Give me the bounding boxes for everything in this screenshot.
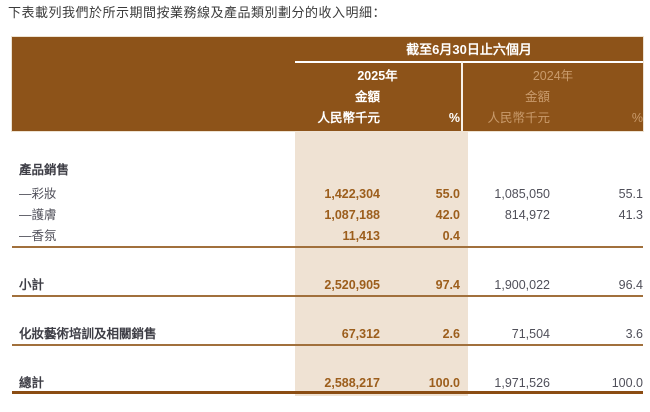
table-header-band: 截至6月30日止六個月 2025年 2024年 金額 金額 人民幣千元 % 人民… xyxy=(12,37,643,131)
col-pct-2024: % xyxy=(631,111,643,125)
amount-2025: 11,413 xyxy=(342,229,380,243)
table-rule-after-products xyxy=(12,246,643,248)
year-group-divider xyxy=(461,61,463,131)
table-row-fragrance: —香氛 11,413 0.4 xyxy=(12,229,643,243)
table-row-skincare: —護膚 1,087,188 42.0 814,972 41.3 xyxy=(12,208,643,222)
pct-2025: 55.0 xyxy=(435,187,460,201)
row-label: —護膚 xyxy=(19,208,57,222)
col-unit-2024: 人民幣千元 xyxy=(487,111,550,125)
table-rule-after-training xyxy=(12,344,643,346)
pct-2025: 100.0 xyxy=(428,376,460,390)
pct-2024: 96.4 xyxy=(618,278,643,292)
row-label: 化妝藝術培訓及相關銷售 xyxy=(19,327,157,341)
table-row-product-sales: 產品銷售 xyxy=(12,163,643,177)
pct-2024: 100.0 xyxy=(611,376,643,390)
table-rule-after-subtotal xyxy=(12,295,643,297)
pct-2025: 0.4 xyxy=(442,229,460,243)
row-label: 總計 xyxy=(19,376,45,390)
amount-2024: 1,085,050 xyxy=(494,187,550,201)
amount-2025: 2,588,217 xyxy=(324,376,380,390)
table-row-makeup-training: 化妝藝術培訓及相關銷售 67,312 2.6 71,504 3.6 xyxy=(12,327,643,341)
pct-2025: 2.6 xyxy=(442,327,460,341)
table-total-rule xyxy=(12,391,643,394)
table-row-total: 總計 2,588,217 100.0 1,971,526 100.0 xyxy=(12,376,643,390)
amount-2025: 1,087,188 xyxy=(324,208,380,222)
col-year-2024: 2024年 xyxy=(532,69,574,83)
col-pct-2025: % xyxy=(448,111,460,125)
period-header: 截至6月30日止六個月 xyxy=(406,42,532,57)
pct-2024: 55.1 xyxy=(618,187,643,201)
col-year-2025: 2025年 xyxy=(357,69,398,83)
pct-2024: 3.6 xyxy=(625,327,643,341)
intro-text: 下表載列我們於所示期間按業務線及產品類別劃分的收入明細： xyxy=(8,5,387,20)
amount-2025: 67,312 xyxy=(341,327,380,341)
amount-2024: 1,900,022 xyxy=(494,278,550,292)
row-label: —香氛 xyxy=(19,229,57,243)
table-row-colour-cosmetics: —彩妝 1,422,304 55.0 1,085,050 55.1 xyxy=(12,187,643,201)
pct-2025: 97.4 xyxy=(435,278,460,292)
amount-2024: 71,504 xyxy=(511,327,550,341)
col-unit-2025: 人民幣千元 xyxy=(317,111,380,125)
amount-2025: 2,520,905 xyxy=(324,278,380,292)
highlight-2025-column-band xyxy=(295,131,468,396)
col-amount-2025: 金額 xyxy=(354,90,380,104)
pct-2024: 41.3 xyxy=(618,208,643,222)
amount-2024: 814,972 xyxy=(504,208,550,222)
pct-2025: 42.0 xyxy=(435,208,460,222)
row-label: 小計 xyxy=(19,278,45,292)
row-label: —彩妝 xyxy=(19,187,57,201)
period-underline xyxy=(295,61,643,63)
revenue-breakdown-table: 截至6月30日止六個月 2025年 2024年 金額 金額 人民幣千元 % 人民… xyxy=(12,37,643,396)
amount-2025: 1,422,304 xyxy=(324,187,380,201)
col-amount-2024: 金額 xyxy=(524,90,550,104)
row-label: 產品銷售 xyxy=(19,163,70,177)
amount-2024: 1,971,526 xyxy=(494,376,550,390)
table-row-subtotal: 小計 2,520,905 97.4 1,900,022 96.4 xyxy=(12,278,643,292)
